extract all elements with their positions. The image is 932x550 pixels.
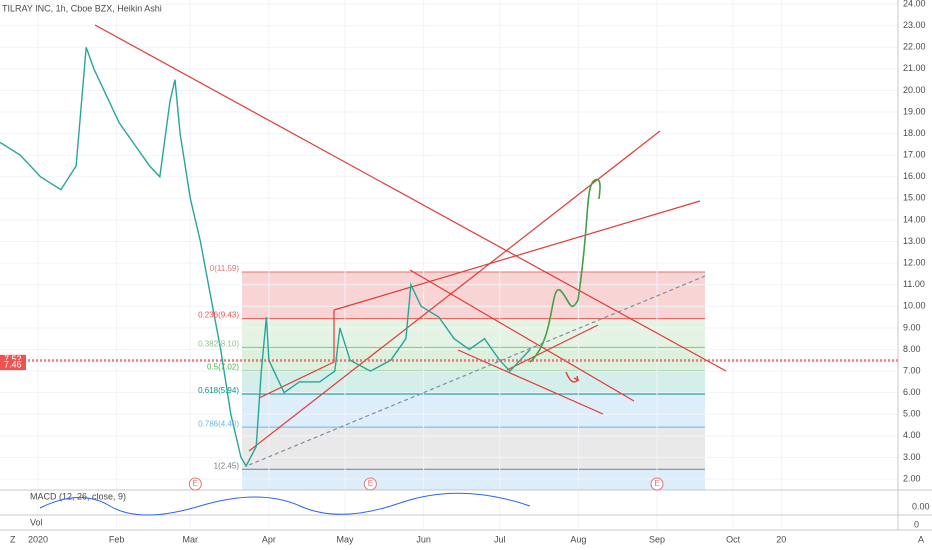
fib-band xyxy=(242,469,705,490)
fib-label: 0.618(5.94) xyxy=(198,386,239,395)
fib-band xyxy=(242,393,705,428)
x-tick-label: Sep xyxy=(649,534,665,544)
macd-value: 0.00 xyxy=(912,501,930,511)
price-plot xyxy=(0,47,898,468)
y-tick-label: 17.00 xyxy=(903,150,926,160)
earnings-label: E xyxy=(193,479,198,488)
fib-label: 1(2.45) xyxy=(214,461,240,470)
earnings-marker xyxy=(188,477,202,491)
x-tick-label: Aug xyxy=(570,534,586,544)
macd-label: MACD (12, 26, close, 9) xyxy=(30,491,126,501)
y-tick-label: 7.00 xyxy=(903,365,921,375)
y-tick-label: 11.00 xyxy=(903,279,925,289)
y-tick-label: 9.00 xyxy=(903,322,921,332)
fib-band xyxy=(242,318,705,348)
fib-label: 0.382(8.10) xyxy=(198,339,239,348)
price-tag-label: 7.52 xyxy=(4,354,22,364)
x-tick-label: Jul xyxy=(494,534,506,544)
chart-title: TILRAY INC, 1h, Cboe BZX, Heikin Ashi xyxy=(2,3,162,13)
corner-right[interactable]: A xyxy=(918,534,924,544)
earnings-label: E xyxy=(368,479,373,488)
fib-band xyxy=(242,347,705,371)
y-tick-label: 23.00 xyxy=(903,20,926,30)
fib-band xyxy=(242,271,705,319)
y-tick-label: 14.00 xyxy=(903,214,926,224)
x-tick-label: Feb xyxy=(109,534,125,544)
earnings-marker xyxy=(650,477,664,491)
price-line xyxy=(0,47,531,468)
earnings-label: E xyxy=(654,479,659,488)
macd-line xyxy=(39,492,531,516)
fib-label: 0(11.59) xyxy=(210,264,240,273)
y-tick-label: 21.00 xyxy=(903,63,926,73)
x-tick-label: May xyxy=(336,534,354,544)
x-tick-label: Jun xyxy=(416,534,431,544)
fib-band xyxy=(242,427,705,470)
drawings xyxy=(94,24,727,466)
x-tick-label: 20 xyxy=(776,534,786,544)
y-tick-label: 12.00 xyxy=(903,258,926,268)
fib-bands xyxy=(242,271,705,490)
axis-bg xyxy=(898,0,932,550)
vol-label: Vol xyxy=(30,517,43,527)
fib-label: 0.5(7.02) xyxy=(207,363,239,372)
x-tick-label: 2020 xyxy=(28,534,48,544)
price-tag xyxy=(0,360,26,371)
y-tick-label: 6.00 xyxy=(903,387,921,397)
price-tag xyxy=(0,354,26,365)
x-tick-label: Oct xyxy=(726,534,741,544)
y-tick-label: 8.00 xyxy=(903,344,921,354)
y-tick-label: 4.00 xyxy=(903,430,921,440)
y-tick-label: 24.00 xyxy=(903,0,926,8)
y-tick-label: 16.00 xyxy=(903,171,926,181)
fib-label: 0.236(9.43) xyxy=(198,311,239,320)
y-tick-label: 20.00 xyxy=(903,85,926,95)
y-tick-label: 22.00 xyxy=(903,42,926,52)
y-tick-label: 3.00 xyxy=(903,452,921,462)
grid xyxy=(0,0,898,530)
fib-label: 0.786(4.40) xyxy=(198,419,239,428)
x-tick-label: Apr xyxy=(262,534,276,544)
x-tick-label: Mar xyxy=(183,534,199,544)
y-tick-label: 18.00 xyxy=(903,128,926,138)
y-tick-label: 19.00 xyxy=(903,106,926,116)
earnings-marker xyxy=(363,477,377,491)
fib-band xyxy=(242,370,705,394)
y-tick-label: 2.00 xyxy=(903,473,921,483)
y-tick-label: 13.00 xyxy=(903,236,926,246)
vol-value: 0 xyxy=(914,519,919,529)
y-tick-label: 5.00 xyxy=(903,409,921,419)
y-tick-label: 10.00 xyxy=(903,301,926,311)
corner-left[interactable]: Z xyxy=(10,534,16,544)
y-tick-label: 15.00 xyxy=(903,193,926,203)
price-tag-label: 7.46 xyxy=(4,360,22,370)
